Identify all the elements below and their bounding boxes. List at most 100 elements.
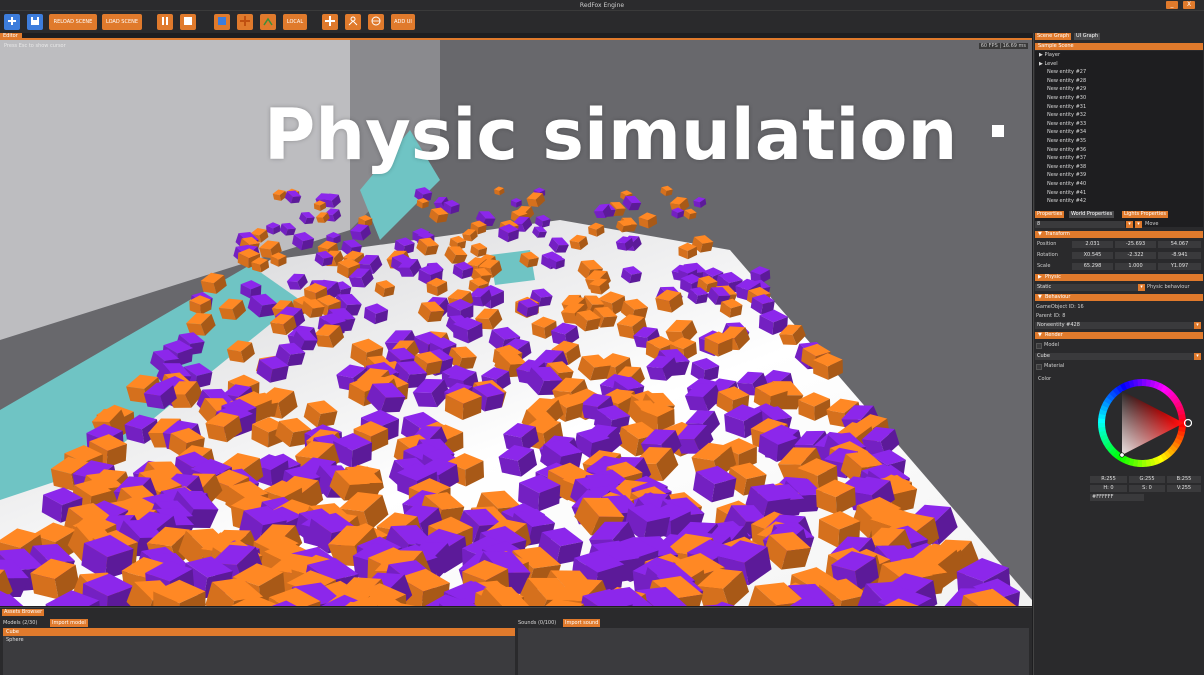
editor-tab[interactable]: Editor [0,33,22,40]
hue-ring[interactable] [1098,379,1186,467]
editor-viewport[interactable]: Press Esc to show cursor 60 FPS | 16.69 … [0,40,1032,606]
scene-tree-node[interactable]: ▶ Level [1035,60,1203,69]
physics-cube [577,354,611,381]
tab-properties[interactable]: Properties [1035,211,1065,218]
scene-entity-item[interactable]: New entity #41 [1035,189,1203,198]
hue-segment [1163,387,1172,396]
local-space-button[interactable]: LOCAL [283,14,307,30]
physic-type-dropdown[interactable]: Static ▾ [1035,284,1145,291]
translate-mode-button[interactable] [214,14,230,30]
color-v-field[interactable]: V:255 [1167,485,1201,492]
physics-cube [270,252,287,267]
scene-entity-item[interactable]: New entity #27 [1035,68,1203,77]
rotate-mode-button[interactable] [237,14,253,30]
scene-entity-item[interactable]: New entity #33 [1035,120,1203,129]
add-physics-button[interactable] [345,14,361,30]
scene-graph-list[interactable]: ▶ Player ▶ Level New entity #27 New entity … [1035,51,1203,227]
model-item[interactable]: Cube [3,628,515,636]
hue-marker[interactable] [1183,418,1192,428]
sounds-list[interactable] [518,628,1029,675]
close-button[interactable]: X [1183,1,1195,9]
model-checkbox[interactable] [1036,343,1042,349]
color-hex-field[interactable]: #FFFFFF [1090,494,1144,501]
physics-cube [416,237,439,256]
behaviour-header[interactable]: ▼ Behaviour [1035,294,1203,301]
material-checkbox[interactable] [1036,364,1042,370]
import-model-button[interactable]: Import model [50,619,88,627]
save-button[interactable] [27,14,43,30]
scene-header[interactable]: Sample Scene [1035,43,1203,50]
new-entity-button[interactable] [4,14,20,30]
add-ui-button[interactable]: ADD UI [391,14,415,30]
scene-entity-item[interactable]: New entity #38 [1035,163,1203,172]
assets-browser-tab[interactable]: Assets Browser [2,609,45,616]
position-x-field[interactable]: 2.031 [1072,241,1113,248]
scene-entity-item[interactable]: New entity #31 [1035,103,1203,112]
models-title: Models (2/30) [3,620,38,626]
load-scene-button[interactable]: LOAD SCENE [102,14,142,30]
hue-segment [1142,379,1147,387]
scene-entity-item[interactable]: New entity #28 [1035,77,1203,86]
entity-name-dropdown-arrow[interactable]: ▾ [1126,221,1133,228]
physics-cube [452,317,483,344]
stop-icon [184,17,192,25]
pause-button[interactable] [157,14,173,30]
physics-cube [452,261,474,280]
physics-cube [247,293,278,318]
model-item[interactable]: Sphere [6,637,24,643]
color-r-field[interactable]: R:255 [1090,476,1127,483]
color-s-field[interactable]: S: 0 [1129,485,1165,492]
scene-entity-item[interactable]: New entity #40 [1035,180,1203,189]
render-header[interactable]: ▼ Render [1035,332,1203,339]
tab-ui-graph[interactable]: UI Graph [1074,33,1101,40]
tab-lights-properties[interactable]: Lights Properties [1122,211,1168,218]
tab-scene-graph[interactable]: Scene Graph [1035,33,1072,40]
move-toggle[interactable]: ▾ [1135,221,1142,228]
scene-tree-node[interactable]: ▶ Player [1035,51,1203,60]
minimize-button[interactable]: _ [1166,1,1178,9]
scene-item-label: New entity #32 [1047,112,1087,119]
tab-world-properties[interactable]: World Properties [1069,211,1115,218]
scene-entity-item[interactable]: New entity #34 [1035,128,1203,137]
scene-entity-item[interactable]: New entity #35 [1035,137,1203,146]
scene-entity-item[interactable]: New entity #29 [1035,85,1203,94]
entity-name-field[interactable]: 8 [1035,221,1125,228]
position-z-field[interactable]: 54.067 [1158,241,1201,248]
model-dropdown[interactable]: Cube ▾ [1035,353,1201,360]
sv-marker[interactable] [1119,452,1125,458]
hue-segment [1171,441,1181,450]
position-y-field[interactable]: -25.693 [1115,241,1156,248]
add-entity-button[interactable] [322,14,338,30]
physics-cube [186,312,216,336]
color-wheel[interactable] [1092,373,1192,473]
scale-mode-button[interactable] [260,14,276,30]
physic-header[interactable]: ▶ Physic [1035,274,1203,281]
stop-button[interactable] [180,14,196,30]
caret-down-icon: ▼ [1038,231,1042,237]
scene-entity-item[interactable]: New entity #32 [1035,111,1203,120]
transform-header[interactable]: ▼ Transform [1035,231,1203,238]
scene-entity-item[interactable]: New entity #36 [1035,146,1203,155]
import-sound-button[interactable]: Import sound [563,619,601,627]
scene-entity-item[interactable]: New entity #30 [1035,94,1203,103]
color-b-field[interactable]: B:255 [1167,476,1201,483]
scene-wall [0,40,350,340]
model-label: Model [1044,342,1060,348]
scale-y-field[interactable]: 1.000 [1115,263,1156,270]
rotation-x-field[interactable]: X0.545 [1072,252,1113,259]
rotation-z-field[interactable]: -8.941 [1158,252,1201,259]
scale-x-field[interactable]: 65.298 [1072,263,1113,270]
behaviour-dropdown[interactable]: Noneentity #428 ▾ [1035,322,1201,329]
scene-entity-item[interactable]: New entity #37 [1035,154,1203,163]
add-sphere-button[interactable] [368,14,384,30]
scene-entity-item[interactable]: New entity #39 [1035,171,1203,180]
physics-cube [780,595,838,606]
rotation-y-field[interactable]: -2.322 [1115,252,1156,259]
reload-scene-button[interactable]: RELOAD SCENE [49,14,97,30]
color-g-field[interactable]: G:255 [1129,476,1165,483]
physics-cube [447,346,477,370]
scene-entity-item[interactable]: New entity #42 [1035,197,1203,206]
color-h-field[interactable]: H: 0 [1090,485,1127,492]
models-list[interactable]: Cube Sphere [3,628,515,675]
scale-z-field[interactable]: Y1.097 [1158,263,1201,270]
